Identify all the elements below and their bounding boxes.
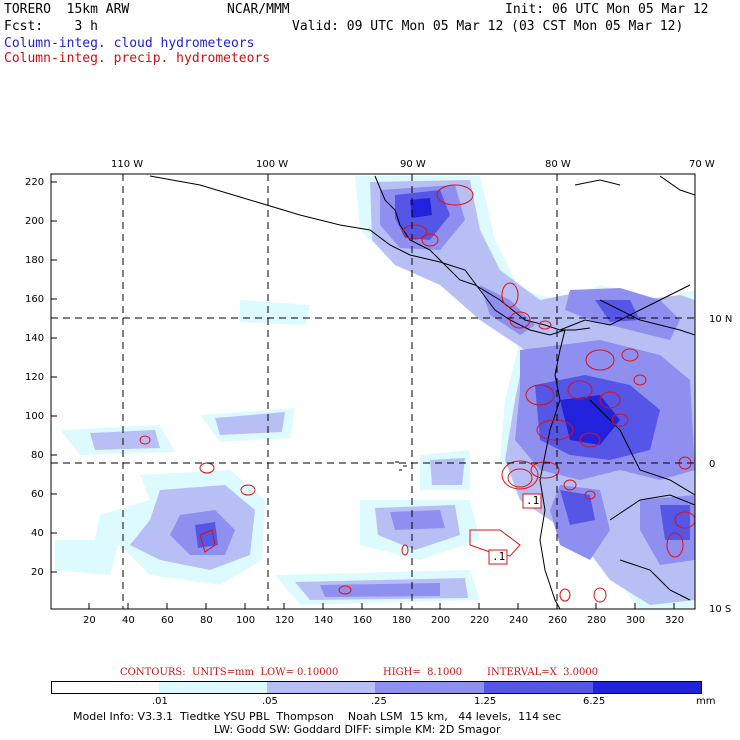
x-tick-20: 20 xyxy=(83,615,96,626)
x-tick-300: 300 xyxy=(626,615,646,626)
contour-label-boxes xyxy=(488,493,542,565)
org-label: NCAR/MMM xyxy=(227,2,290,17)
lon-label-100w: 100 W xyxy=(256,159,289,170)
lon-label-70w: 70 W xyxy=(689,159,715,170)
colorbar-swatch-3 xyxy=(375,681,485,694)
init-time: Init: 06 UTC Mon 05 Mar 12 xyxy=(505,2,709,17)
axis-ticks xyxy=(51,181,675,609)
x-tick-200: 200 xyxy=(431,615,451,626)
x-tick-100: 100 xyxy=(236,615,256,626)
precip-contours xyxy=(139,184,695,603)
lon-label-110w: 110 W xyxy=(111,159,144,170)
forecast-hour: Fcst: 3 h xyxy=(4,19,98,34)
colorbar-label-2: .25 xyxy=(371,696,387,707)
contour-units: CONTOURS: UNITS=mm LOW= 0.10000 xyxy=(120,667,339,678)
x-tick-140: 140 xyxy=(314,615,334,626)
colorbar-swatch-0 xyxy=(51,681,160,694)
colorbar-swatch-5 xyxy=(593,681,702,694)
contour-box-label-2: .1 xyxy=(492,550,506,563)
model-title: TORERO 15km ARW xyxy=(4,2,130,17)
x-tick-180: 180 xyxy=(392,615,412,626)
colorbar-unit: mm xyxy=(696,696,716,707)
y-tick-220: 220 xyxy=(25,177,45,188)
model-info-line2: LW: Godd SW: Goddard DIFF: simple KM: 2D… xyxy=(214,723,501,736)
model-info-line1: Model Info: V3.3.1 Tiedtke YSU PBL Thomp… xyxy=(73,710,562,723)
y-tick-120: 120 xyxy=(25,372,45,383)
cloud-shading xyxy=(55,176,695,609)
coastlines xyxy=(149,175,695,609)
colorbar-swatch-4 xyxy=(484,681,594,694)
colorbar-swatch-1 xyxy=(159,681,268,694)
y-tick-40: 40 xyxy=(31,528,44,539)
x-tick-120: 120 xyxy=(275,615,295,626)
lon-label-80w: 80 W xyxy=(545,159,571,170)
latlon-grid xyxy=(51,174,695,609)
x-tick-320: 320 xyxy=(665,615,685,626)
contour-box-label-1: .1 xyxy=(526,494,540,507)
colorbar-label-3: 1.25 xyxy=(474,696,497,707)
valid-time: Valid: 09 UTC Mon 05 Mar 12 (03 CST Mon … xyxy=(292,19,684,34)
colorbar-label-0: .01 xyxy=(152,696,168,707)
lon-label-90w: 90 W xyxy=(400,159,426,170)
x-tick-260: 260 xyxy=(548,615,568,626)
y-tick-180: 180 xyxy=(25,255,45,266)
field-label-precip: Column-integ. precip. hydrometeors xyxy=(4,51,271,66)
lat-label-10n: 10 N xyxy=(709,314,733,325)
x-tick-80: 80 xyxy=(200,615,213,626)
x-tick-280: 280 xyxy=(587,615,607,626)
x-tick-240: 240 xyxy=(509,615,529,626)
x-tick-60: 60 xyxy=(161,615,174,626)
contour-high: HIGH= 8.1000 xyxy=(383,667,463,678)
lat-label-10s: 10 S xyxy=(709,604,732,615)
colorbar-label-4: 6.25 xyxy=(583,696,606,707)
map-frame xyxy=(50,173,696,610)
y-tick-60: 60 xyxy=(31,489,44,500)
y-tick-140: 140 xyxy=(25,333,45,344)
colorbar-swatch-2 xyxy=(267,681,376,694)
y-tick-100: 100 xyxy=(25,411,45,422)
field-label-cloud: Column-integ. cloud hydrometeors xyxy=(4,36,255,51)
contour-interval: INTERVAL=X 3.0000 xyxy=(487,667,599,678)
colorbar-label-1: .05 xyxy=(262,696,278,707)
x-tick-220: 220 xyxy=(470,615,490,626)
y-tick-160: 160 xyxy=(25,294,45,305)
x-tick-40: 40 xyxy=(122,615,135,626)
y-tick-80: 80 xyxy=(31,450,44,461)
y-tick-20: 20 xyxy=(31,567,44,578)
x-tick-160: 160 xyxy=(353,615,373,626)
y-tick-200: 200 xyxy=(25,216,45,227)
lat-label-0: 0 xyxy=(709,459,716,470)
